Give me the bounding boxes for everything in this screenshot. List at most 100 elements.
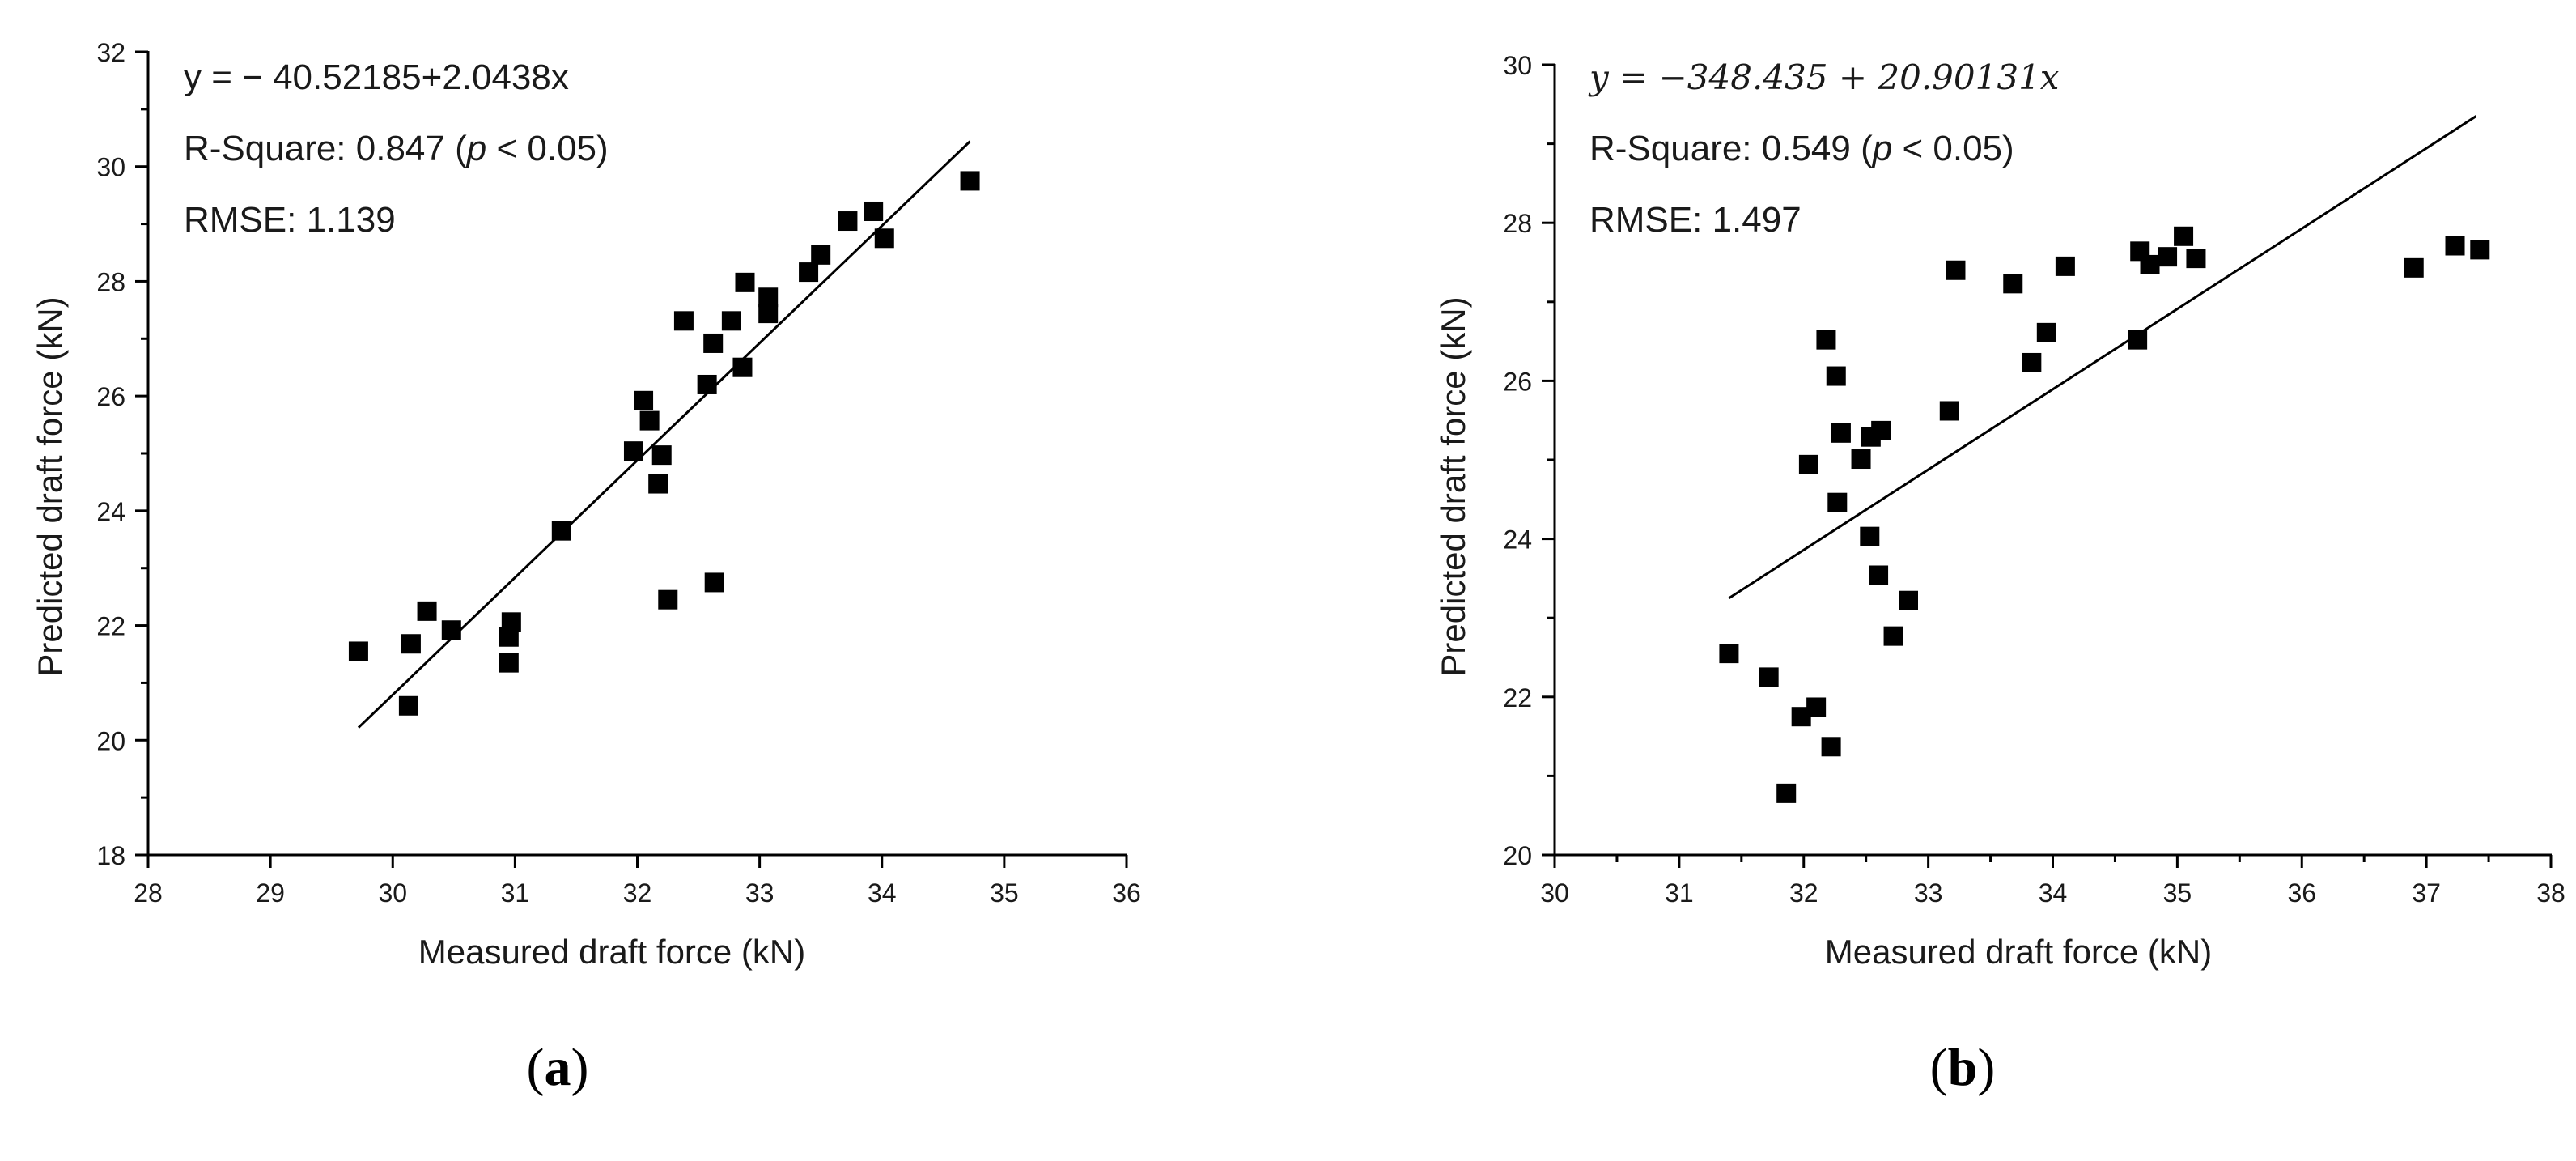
panel-b-x-tick-label: 36 (2287, 878, 2316, 908)
panel-a-x-tick-label: 31 (501, 878, 530, 908)
panel-b-x-tick-label: 31 (1665, 878, 1694, 908)
panel-b-y-axis-label: Predicted draft force (kN) (1434, 296, 1472, 676)
panel-a-x-axis-label: Measured draft force (kN) (418, 933, 806, 971)
panel-b-r-square-p: p (1871, 129, 1892, 168)
panel-a-data-point (960, 171, 980, 191)
panel-b-tag: (b) (1930, 1038, 1996, 1097)
panel-a-x-tick-label: 33 (745, 878, 774, 908)
panel-a-x-tick-label: 34 (868, 878, 897, 908)
panel-a-ticks (135, 50, 1128, 868)
panel-b-axes (1553, 64, 2552, 857)
panel-a-data-point (499, 653, 519, 673)
panel-a-y-tick-label: 32 (96, 38, 125, 67)
panel-b-x-tick-label: 33 (1914, 878, 1943, 908)
panel-b-tick-labels: 30 31 32 33 34 35 36 37 38 20 22 24 26 28 30 (1503, 51, 2565, 908)
panel-b-r-square-suffix: < 0.05) (1892, 129, 2014, 168)
panel-b-x-tick-label: 38 (2536, 878, 2565, 908)
panel-b-data-point (2128, 330, 2148, 350)
panel-a-x-tick-label: 32 (623, 878, 652, 908)
panel-a-data-point (401, 634, 421, 654)
panel-b-data-point (2186, 249, 2206, 269)
panel-b-fit-line (1728, 115, 2477, 600)
panel-a-tag-letter: a (545, 1038, 571, 1097)
panel-b-data-point (1719, 644, 1739, 664)
panel-a-y-tick-label: 30 (96, 153, 125, 182)
panel-b-rmse: RMSE: 1.497 (1589, 200, 1802, 240)
panel-a-chart: 28 29 30 31 32 33 34 35 36 18 20 22 24 26 28 30 32 y = −… (31, 38, 1141, 1097)
panel-a-tag: (a) (527, 1038, 589, 1097)
panel-a-x-tick-label: 29 (256, 878, 285, 908)
panel-b-data-point (2140, 254, 2160, 274)
panel-a-x-tick-label: 35 (990, 878, 1019, 908)
panel-a-data-point (697, 374, 717, 394)
panel-a-r-square-p: p (465, 129, 486, 168)
panel-a-rmse: RMSE: 1.139 (184, 200, 396, 240)
panel-a-data-point (348, 641, 368, 661)
panel-b-data-point (1946, 260, 1966, 280)
panel-b-x-axis-label: Measured draft force (kN) (1825, 933, 2213, 971)
panel-b-x-tick-label: 34 (2039, 878, 2068, 908)
panel-b-tag-letter: b (1948, 1038, 1978, 1097)
panel-a-data-point (864, 201, 884, 221)
panel-b-data-point (2445, 236, 2465, 256)
panel-a-r-square: R-Square: 0.847 (p < 0.05) (184, 129, 609, 168)
panel-b-data-point (2404, 257, 2424, 278)
panel-b-data-point (1816, 330, 1836, 350)
panel-b-data-point (1827, 492, 1848, 512)
panel-b-data-point (1869, 565, 1889, 585)
panel-a-data-point (732, 357, 753, 377)
panel-a-data-point (417, 601, 437, 621)
panel-b-equation: y = −348.435 + 20.90131x (1588, 57, 2060, 97)
panel-a-data-point (721, 311, 741, 331)
panel-a-data-points (348, 171, 980, 716)
panel-a-data-point (735, 272, 755, 292)
panel-a-data-point (811, 245, 831, 265)
panel-a-data-point (874, 228, 894, 249)
panel-b-data-point (1831, 423, 1851, 443)
panel-a-data-point (651, 445, 672, 466)
panel-b-data-point (1806, 697, 1827, 717)
panel-b-data-point (1899, 590, 1919, 610)
panel-b-y-tick-label: 28 (1503, 209, 1532, 238)
panel-b-data-point (1821, 737, 1841, 757)
panel-b-regression-line (1728, 115, 2477, 600)
panel-a-data-point (398, 695, 418, 716)
panel-b-data-point (1871, 420, 1891, 440)
panel-b-data-point (1826, 366, 1846, 386)
panel-a-x-tick-label: 36 (1112, 878, 1141, 908)
panel-a-tick-labels: 28 29 30 31 32 33 34 35 36 18 20 22 24 26 28 30 32 (96, 38, 1140, 908)
panel-a-data-point (838, 211, 858, 232)
panel-a-x-tick-label: 30 (378, 878, 407, 908)
panel-b-data-point (2174, 226, 2194, 246)
panel-a-y-tick-label: 26 (96, 382, 125, 411)
panel-b-x-tick-label: 32 (1789, 878, 1818, 908)
panel-b-data-point (1939, 401, 1959, 421)
panel-b-r-square-prefix: R-Square: 0.549 ( (1589, 129, 1873, 168)
panel-a-y-tick-label: 24 (96, 497, 125, 526)
panel-b-x-tick-label: 35 (2163, 878, 2192, 908)
panel-a-data-point (501, 612, 521, 632)
panel-b-data-point (2470, 240, 2490, 260)
panel-b-data-point (2055, 256, 2075, 276)
panel-b-y-tick-label: 22 (1503, 683, 1532, 712)
panel-b-data-point (2003, 274, 2023, 294)
panel-a-data-point (673, 311, 694, 331)
panel-a-data-point (634, 390, 654, 410)
panel-a-data-point (623, 441, 643, 461)
panel-a-data-point (441, 620, 461, 640)
panel-b-data-point (1798, 454, 1818, 474)
panel-b-data-point (2158, 247, 2178, 267)
panel-a-r-square-suffix: < 0.05) (486, 129, 608, 168)
panel-b-r-square: R-Square: 0.549 (p < 0.05) (1589, 129, 2014, 168)
panel-b-chart: 30 31 32 33 34 35 36 37 38 20 22 24 26 28 30 y = −348.… (1434, 51, 2565, 1097)
panel-b-data-point (1860, 526, 1880, 546)
panel-b-data-point (1759, 667, 1779, 687)
panel-a-equation: y = − 40.52185+2.0438x (184, 57, 569, 97)
panel-b-data-point (1851, 449, 1871, 470)
panel-a-data-point (703, 333, 724, 353)
panel-a-data-point (799, 262, 819, 283)
panel-b-data-point (2022, 352, 2042, 372)
panel-a-y-axis-label: Predicted draft force (kN) (31, 296, 69, 676)
panel-b-y-tick-label: 24 (1503, 525, 1532, 555)
